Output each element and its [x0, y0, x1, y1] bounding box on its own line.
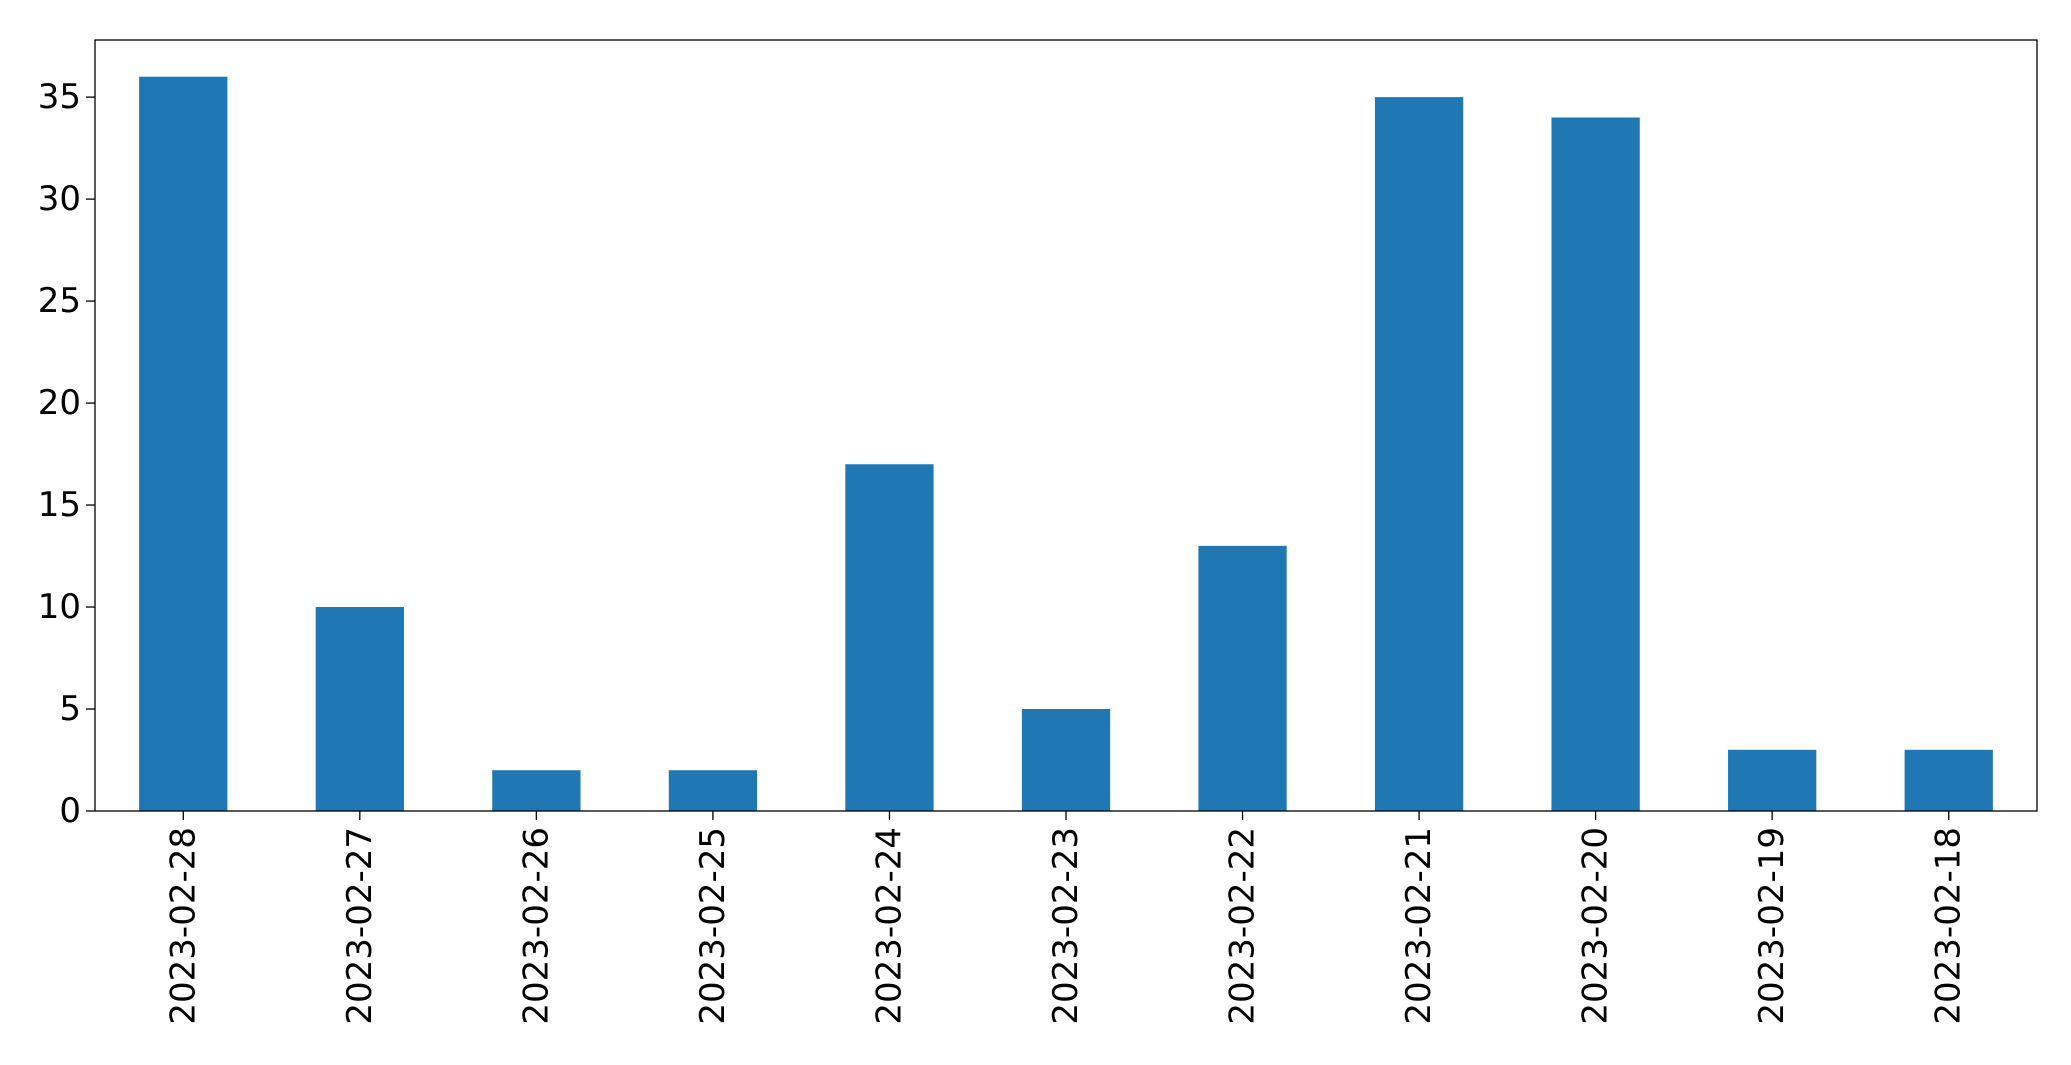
bar-2023-02-24	[845, 464, 934, 811]
bar-2023-02-28	[139, 76, 228, 811]
plot-frame	[94, 39, 2038, 812]
x-tick-label: 2023-02-28	[163, 827, 203, 1025]
bar-2023-02-21	[1374, 97, 1464, 812]
y-tick-label: 5	[59, 689, 81, 729]
x-tick-label: 2023-02-22	[1223, 827, 1263, 1025]
x-tick-label: 2023-02-20	[1576, 827, 1616, 1025]
y-axis: 0 5 10 15 20 25 30 35	[38, 77, 95, 831]
x-tick-label: 2023-02-23	[1046, 827, 1086, 1025]
y-tick-label: 15	[38, 485, 81, 525]
y-tick-label: 35	[38, 77, 81, 117]
bar-2023-02-18	[1904, 749, 1993, 811]
y-tick-label: 0	[59, 791, 81, 831]
x-tick-label: 2023-02-26	[516, 827, 556, 1025]
x-tick-label: 2023-02-18	[1929, 827, 1969, 1025]
x-tick-label: 2023-02-24	[869, 827, 909, 1025]
bar-2023-02-23	[1021, 709, 1111, 811]
bar-2023-02-22	[1198, 545, 1287, 811]
y-tick-label: 10	[38, 587, 81, 627]
x-tick-label: 2023-02-19	[1752, 827, 1792, 1025]
bar-2023-02-19	[1728, 749, 1817, 811]
bar-2023-02-26	[492, 770, 581, 811]
y-tick-label: 30	[38, 179, 81, 219]
y-tick-label: 25	[38, 281, 81, 321]
x-axis: 2023-02-28 2023-02-27 2023-02-26 2023-02-25…	[163, 811, 1969, 1025]
bars-layer	[139, 76, 1993, 812]
x-tick-label: 2023-02-21	[1399, 827, 1439, 1025]
bar-2023-02-27	[315, 607, 404, 811]
x-tick-label: 2023-02-25	[693, 827, 733, 1025]
bar-2023-02-20	[1551, 117, 1640, 811]
x-tick-label: 2023-02-27	[340, 827, 380, 1025]
y-tick-label: 20	[38, 383, 81, 423]
bar-2023-02-25	[668, 770, 758, 811]
